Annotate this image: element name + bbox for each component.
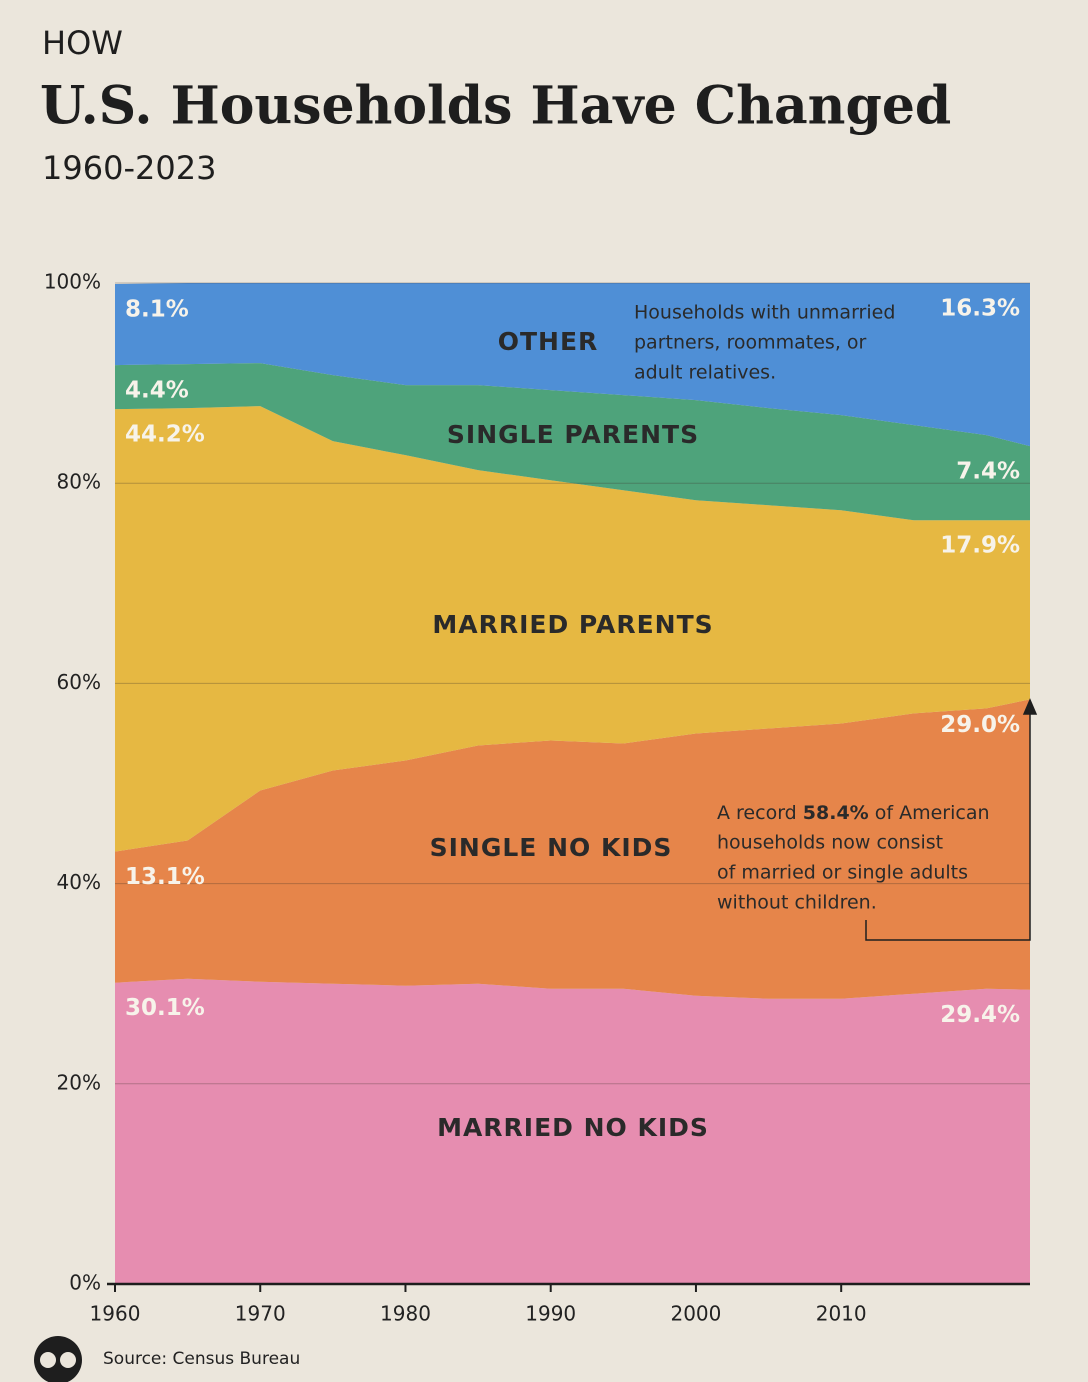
x-tick-label: 2010 [816, 1302, 867, 1326]
subtitle: 1960-2023 [42, 149, 216, 187]
annotation-part: of American [869, 802, 990, 824]
value-label: 30.1% [125, 995, 205, 1021]
x-tick-label: 2000 [670, 1302, 721, 1326]
annotation: adult relatives. [634, 362, 776, 384]
annotation: households now consist [717, 832, 943, 854]
logo-circle [34, 1336, 82, 1382]
annotation: without children. [717, 892, 877, 914]
area [115, 363, 1030, 521]
area [115, 978, 1030, 1284]
chart-title: U.S. Households Have Changed [40, 76, 951, 137]
x-tick-label: 1960 [90, 1302, 141, 1326]
area [115, 283, 1030, 447]
annotation-part: A record [717, 802, 803, 824]
value-label: 17.9% [940, 533, 1020, 559]
area [115, 406, 1030, 852]
logo-eye [40, 1352, 56, 1368]
record-arrow [865, 698, 1038, 941]
series-label: SINGLE NO KIDS [430, 833, 673, 862]
annotation: of married or single adults [717, 862, 968, 884]
plot-area: 0% 20% 40% 60% 80% 100% 1960 1970 1980 1990 2000 20… [44, 270, 1030, 1326]
y-tick-label: 100% [44, 270, 101, 294]
value-label: 8.1% [125, 297, 189, 323]
series-label: OTHER [498, 327, 599, 356]
logo [34, 1336, 82, 1382]
value-label: 44.2% [125, 422, 205, 448]
y-tick-label: 80% [57, 470, 101, 494]
y-tick-label: 60% [57, 670, 101, 694]
arrow-line [865, 708, 1031, 941]
value-label: 13.1% [125, 864, 205, 890]
logo-eye [60, 1352, 76, 1368]
value-label: 29.4% [940, 1002, 1020, 1028]
value-label: 16.3% [940, 296, 1020, 322]
arrow-head [1022, 698, 1038, 715]
x-tick-label: 1990 [525, 1302, 576, 1326]
annotation: partners, roommates, or [634, 332, 867, 354]
y-tick-label: 0% [69, 1271, 101, 1295]
y-tick-label: 40% [57, 870, 101, 894]
annotation: Households with unmarried [634, 302, 895, 324]
x-tick-label: 1970 [235, 1302, 286, 1326]
kicker: HOW [42, 24, 123, 62]
area [115, 699, 1030, 999]
y-tick-label: 20% [57, 1070, 101, 1094]
value-label: 7.4% [956, 459, 1020, 485]
value-label: 4.4% [125, 378, 189, 404]
series-label: MARRIED PARENTS [432, 610, 713, 639]
series-label: SINGLE PARENTS [447, 420, 699, 449]
annotation: A record 58.4% of American [717, 802, 990, 824]
value-label: 29.0% [940, 712, 1020, 738]
series-label: MARRIED NO KIDS [437, 1113, 709, 1142]
source: Source: Census Bureau [103, 1349, 300, 1369]
x-tick-label: 1980 [380, 1302, 431, 1326]
annotation-part: 58.4% [803, 802, 869, 824]
